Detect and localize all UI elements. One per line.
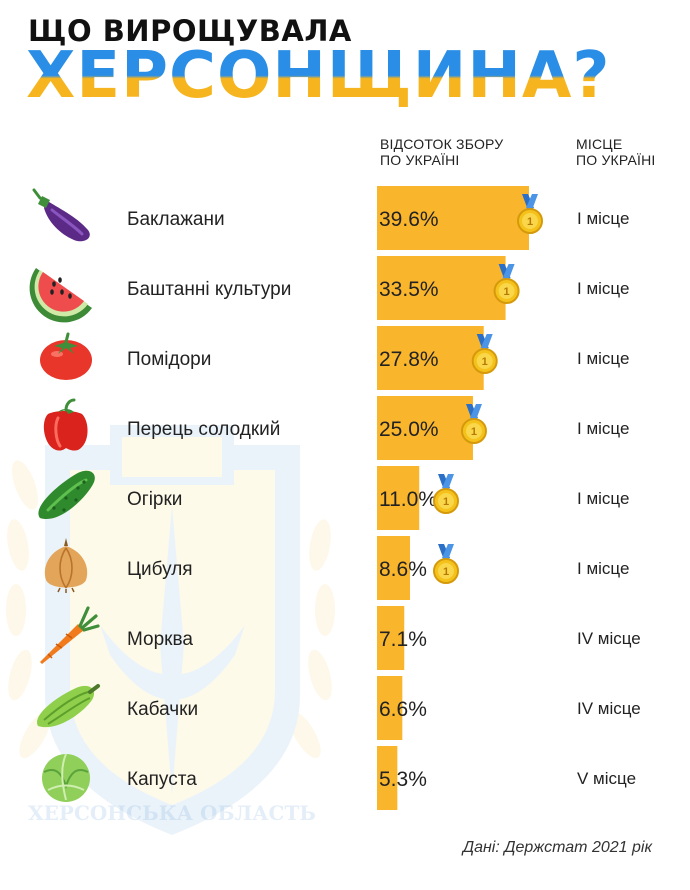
medal-number: 1	[482, 356, 488, 368]
category-label: Морква	[127, 629, 193, 650]
column-header-place-line-1: МІСЦЕ	[576, 136, 623, 152]
kherson-emblem-watermark: ХЕРСОНСЬКА ОБЛАСТЬ	[6, 425, 335, 835]
category-label: Огірки	[127, 489, 182, 510]
medal-number: 1	[527, 216, 533, 228]
place-label: IV місце	[577, 699, 641, 718]
bar	[377, 396, 473, 460]
category-label: Баштанні культури	[127, 279, 291, 300]
watermelon-icon	[29, 268, 92, 323]
category-label: Баклажани	[127, 209, 225, 230]
category-label: Капуста	[127, 769, 197, 790]
value-label: 5.3%	[379, 768, 427, 791]
gold-medal-icon: 1	[517, 194, 543, 234]
bar	[377, 326, 484, 390]
eggplant-icon	[32, 188, 90, 242]
bar	[377, 536, 411, 600]
column-header-place-line-2: ПО УКРАЇНІ	[576, 152, 656, 168]
value-label: 7.1%	[379, 628, 427, 651]
value-label: 6.6%	[379, 698, 427, 721]
bell-pepper-icon	[43, 398, 88, 451]
category-label: Кабачки	[127, 699, 198, 720]
medal-number: 1	[443, 496, 449, 508]
data-source-note: Дані: Держстат 2021 рік	[462, 839, 652, 856]
bar	[377, 676, 403, 740]
title-line-2: ХЕРСОНЩИНА?	[26, 39, 611, 113]
gold-medal-icon: 1	[493, 264, 520, 304]
value-label: 39.6%	[379, 208, 439, 231]
bar	[377, 466, 420, 530]
medal-number: 1	[443, 566, 449, 578]
bar	[377, 256, 506, 320]
onion-icon	[44, 538, 88, 593]
column-header-percent-line-2: ПО УКРАЇНІ	[380, 152, 460, 168]
tomato-icon	[40, 332, 92, 380]
cucumber-icon	[38, 470, 95, 520]
bar	[377, 606, 405, 670]
medal-number: 1	[471, 426, 477, 438]
title-line-1: ЩО ВИРОЩУВАЛА	[28, 14, 352, 48]
column-header-percent-line-1: ВІДСОТОК ЗБОРУ	[380, 136, 504, 152]
place-label: I місце	[577, 209, 629, 228]
value-label: 8.6%	[379, 558, 427, 581]
place-label: I місце	[577, 349, 629, 368]
value-label: 27.8%	[379, 348, 439, 371]
value-label: 11.0%	[379, 488, 437, 511]
bar	[377, 186, 529, 250]
place-label: I місце	[577, 419, 629, 438]
gold-medal-icon: 1	[460, 404, 487, 444]
category-label: Помідори	[127, 349, 211, 370]
cabbage-icon	[42, 753, 90, 802]
place-label: I місце	[577, 559, 629, 578]
place-label: I місце	[577, 489, 629, 508]
gold-medal-icon: 1	[471, 334, 498, 374]
gold-medal-icon: 1	[433, 474, 459, 514]
value-label: 33.5%	[379, 278, 439, 301]
place-label: V місце	[577, 769, 636, 788]
place-label: IV місце	[577, 629, 641, 648]
zucchini-icon	[36, 684, 100, 728]
category-label: Перець солодкий	[127, 419, 280, 440]
gold-medal-icon: 1	[433, 544, 459, 584]
column-header-percent: ВІДСОТОК ЗБОРУ ПО УКРАЇНІ	[380, 136, 550, 168]
medal-number: 1	[504, 286, 510, 298]
column-header-place: МІСЦЕ ПО УКРАЇНІ	[576, 136, 686, 168]
emblem-label: ХЕРСОНСЬКА ОБЛАСТЬ	[28, 801, 316, 825]
place-label: I місце	[577, 279, 629, 298]
bar	[377, 746, 398, 810]
category-label: Цибуля	[127, 559, 193, 580]
carrot-icon	[40, 606, 100, 664]
value-label: 25.0%	[379, 418, 439, 441]
